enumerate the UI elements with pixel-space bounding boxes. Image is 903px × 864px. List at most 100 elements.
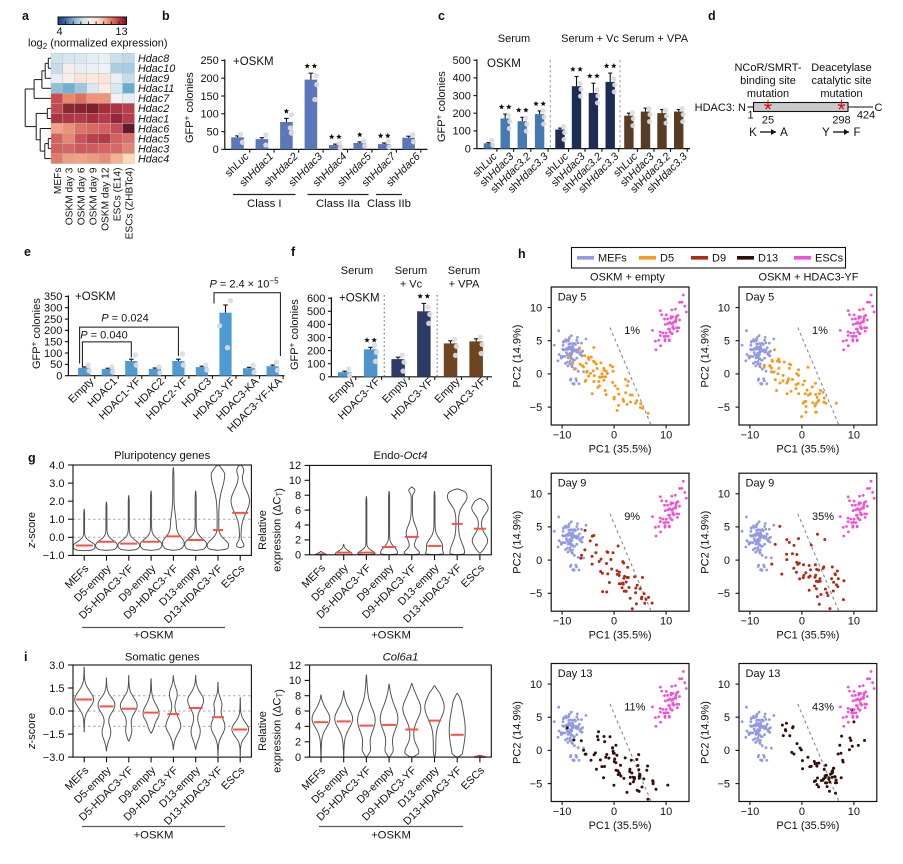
svg-text:3.0: 3.0 xyxy=(49,660,64,672)
svg-text:5: 5 xyxy=(536,712,542,724)
svg-text:10: 10 xyxy=(848,616,860,628)
svg-text:OSKM + empty: OSKM + empty xyxy=(590,272,665,284)
svg-text:PC1 (35.5%): PC1 (35.5%) xyxy=(589,630,652,642)
svg-text:Serum: Serum xyxy=(395,265,427,277)
svg-text:Serum: Serum xyxy=(448,265,480,277)
svg-text:10: 10 xyxy=(848,806,860,818)
svg-text:OSKM day 9: OSKM day 9 xyxy=(89,167,100,225)
svg-text:200: 200 xyxy=(307,345,325,357)
svg-text:−5: −5 xyxy=(530,402,543,414)
svg-text:424: 424 xyxy=(857,110,875,122)
svg-text:400: 400 xyxy=(307,319,325,331)
svg-text:Day 5: Day 5 xyxy=(558,292,587,304)
svg-text:Hdac5: Hdac5 xyxy=(138,133,170,145)
svg-text:−10: −10 xyxy=(553,806,572,818)
svg-text:−10: −10 xyxy=(553,616,572,628)
svg-text:binding site: binding site xyxy=(740,75,796,87)
svg-text:−5: −5 xyxy=(530,778,543,790)
svg-text:5: 5 xyxy=(724,336,730,348)
svg-text:log2 (normalized expression): log2 (normalized expression) xyxy=(28,38,168,52)
svg-text:Somatic genes: Somatic genes xyxy=(125,652,200,664)
svg-text:OSKM day 12: OSKM day 12 xyxy=(101,167,112,231)
svg-text:C: C xyxy=(875,102,883,114)
svg-text:10: 10 xyxy=(530,679,542,691)
svg-text:0: 0 xyxy=(799,616,805,628)
svg-text:9%: 9% xyxy=(624,511,640,523)
svg-text:100: 100 xyxy=(44,348,62,360)
svg-text:PC2 (14.9%): PC2 (14.9%) xyxy=(700,701,712,764)
svg-text:PC1 (35.5%): PC1 (35.5%) xyxy=(776,820,839,832)
svg-text:100: 100 xyxy=(453,126,471,138)
svg-text:6: 6 xyxy=(295,505,301,517)
svg-text:−5: −5 xyxy=(717,588,730,600)
svg-text:h: h xyxy=(518,247,526,261)
svg-text:PC2 (14.9%): PC2 (14.9%) xyxy=(700,511,712,574)
svg-text:Y: Y xyxy=(822,127,830,139)
svg-text:+OSKM: +OSKM xyxy=(233,56,274,68)
svg-text:GFP+ colonies: GFP+ colonies xyxy=(30,298,44,369)
svg-text:0.0: 0.0 xyxy=(49,532,64,544)
svg-text:5: 5 xyxy=(724,712,730,724)
svg-text:Day 9: Day 9 xyxy=(558,478,587,490)
svg-text:8: 8 xyxy=(295,691,301,703)
svg-text:500: 500 xyxy=(307,306,325,318)
svg-text:4: 4 xyxy=(295,520,301,532)
svg-text:0: 0 xyxy=(536,369,542,381)
svg-text:−1.5: −1.5 xyxy=(43,729,65,741)
svg-text:35%: 35% xyxy=(812,511,834,523)
svg-text:4.0: 4.0 xyxy=(49,460,64,472)
svg-text:13: 13 xyxy=(115,26,127,38)
svg-text:50: 50 xyxy=(207,126,219,138)
svg-text:0: 0 xyxy=(56,371,62,383)
svg-text:10: 10 xyxy=(718,489,730,501)
svg-text:3.0: 3.0 xyxy=(49,478,64,490)
svg-text:298: 298 xyxy=(832,115,850,127)
svg-text:Hdac1: Hdac1 xyxy=(138,113,169,125)
svg-text:11%: 11% xyxy=(624,702,645,714)
svg-text:f: f xyxy=(291,245,296,259)
svg-text:500: 500 xyxy=(453,55,471,67)
svg-text:MEFs: MEFs xyxy=(53,168,64,195)
svg-text:300: 300 xyxy=(307,332,325,344)
svg-text:8: 8 xyxy=(295,490,301,502)
svg-text:+ Vc: + Vc xyxy=(400,279,423,291)
svg-text:ESCs: ESCs xyxy=(815,253,844,265)
svg-text:b: b xyxy=(162,9,170,23)
svg-text:GFP+ colonies: GFP+ colonies xyxy=(183,72,197,143)
svg-text:OSKM day 6: OSKM day 6 xyxy=(77,167,88,225)
svg-text:GFP+ colonies: GFP+ colonies xyxy=(288,299,302,370)
svg-text:+OSKM: +OSKM xyxy=(371,830,411,842)
svg-text:D13: D13 xyxy=(758,253,778,265)
svg-text:0: 0 xyxy=(724,745,730,757)
svg-text:Hdac4: Hdac4 xyxy=(138,153,169,165)
svg-text:OSKM + HDAC3-YF: OSKM + HDAC3-YF xyxy=(759,272,859,284)
svg-text:PC2 (14.9%): PC2 (14.9%) xyxy=(512,511,524,574)
svg-text:−10: −10 xyxy=(553,430,572,442)
svg-text:250: 250 xyxy=(200,55,218,67)
svg-text:Class IIb: Class IIb xyxy=(367,198,411,210)
svg-text:0: 0 xyxy=(611,806,617,818)
svg-text:e: e xyxy=(24,245,31,259)
svg-text:−5: −5 xyxy=(530,588,543,600)
svg-text:12: 12 xyxy=(289,660,301,672)
svg-text:0: 0 xyxy=(611,430,617,442)
svg-text:*: * xyxy=(764,99,772,122)
svg-text:200: 200 xyxy=(44,325,62,337)
svg-text:−3.0: −3.0 xyxy=(43,752,65,764)
svg-text:PC2 (14.9%): PC2 (14.9%) xyxy=(512,701,524,764)
svg-text:Serum: Serum xyxy=(341,265,373,277)
svg-text:PC1 (35.5%): PC1 (35.5%) xyxy=(776,444,839,456)
svg-text:1: 1 xyxy=(747,110,753,122)
svg-text:Day 9: Day 9 xyxy=(746,478,775,490)
svg-text:6: 6 xyxy=(295,706,301,718)
svg-text:PC1 (35.5%): PC1 (35.5%) xyxy=(589,444,652,456)
svg-text:2: 2 xyxy=(295,737,301,749)
svg-text:catalytic site: catalytic site xyxy=(812,75,872,87)
svg-text:0: 0 xyxy=(213,144,219,156)
svg-text:5: 5 xyxy=(536,522,542,534)
svg-text:NCoR/SMRT-: NCoR/SMRT- xyxy=(734,62,801,74)
svg-text:0: 0 xyxy=(295,550,301,562)
svg-text:1%: 1% xyxy=(624,325,640,337)
svg-text:1%: 1% xyxy=(812,325,828,337)
svg-text:0: 0 xyxy=(799,430,805,442)
